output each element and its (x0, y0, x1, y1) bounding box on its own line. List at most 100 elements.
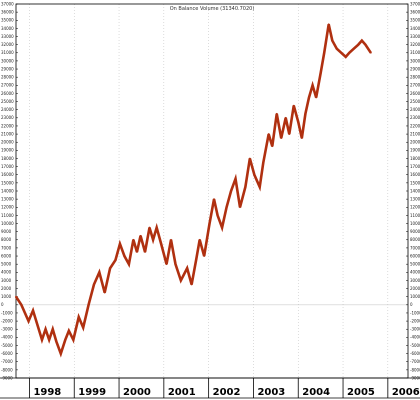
y-tick-label-left: 13000 (1, 197, 14, 202)
obv-data-point (304, 112, 307, 115)
obv-data-point (348, 51, 351, 54)
year-label: 2002 (213, 387, 241, 398)
y-tick-label-right: 21000 (410, 131, 420, 136)
y-tick-label-left: 9000 (1, 229, 12, 234)
year-label: 2003 (257, 387, 285, 398)
obv-data-point (308, 96, 310, 99)
y-tick-label-right: 15000 (410, 180, 420, 185)
y-tick-label-left: 17000 (1, 164, 14, 169)
obv-data-point (32, 309, 34, 312)
obv-data-point (221, 226, 223, 229)
obv-data-point (311, 84, 314, 87)
y-tick-label-left: -3000 (1, 327, 13, 332)
obv-data-point (51, 328, 54, 331)
y-tick-label-right: -8000 (410, 367, 420, 372)
y-tick-label-right: -1000 (410, 310, 420, 315)
y-tick-label-right: 29000 (410, 66, 420, 71)
obv-data-point (297, 120, 300, 123)
obv-data-point (109, 267, 111, 270)
year-label: 2004 (302, 387, 330, 398)
y-tick-label-right: 34000 (410, 26, 420, 31)
y-tick-label-left: 27000 (1, 83, 14, 88)
obv-data-point (364, 43, 367, 46)
obv-data-point (67, 329, 70, 332)
y-tick-label-right: 24000 (410, 107, 420, 112)
y-tick-label-left: 12000 (1, 205, 14, 210)
y-tick-label-right: 33000 (410, 34, 420, 39)
obv-data-point (127, 263, 130, 266)
obv-data-point (93, 283, 95, 286)
y-tick-label-left: 20000 (1, 140, 14, 145)
obv-data-point (234, 177, 237, 180)
y-tick-label-left: 6000 (1, 253, 12, 258)
obv-data-point (225, 206, 228, 209)
y-tick-label-right: 19000 (410, 148, 420, 153)
y-tick-label-left: -1000 (1, 310, 13, 315)
obv-data-point (352, 47, 355, 50)
obv-data-point (132, 238, 135, 241)
y-tick-label-left: 30000 (1, 58, 14, 63)
y-tick-label-right: 13000 (410, 197, 420, 202)
obv-data-point (59, 352, 62, 355)
y-tick-label-right: 7000 (410, 245, 420, 250)
obv-data-point (186, 267, 189, 270)
obv-data-point (203, 255, 206, 257)
obv-data-point (20, 303, 23, 306)
y-tick-label-left: 36000 (1, 10, 14, 15)
y-tick-label-left: 32000 (1, 42, 14, 47)
obv-data-point (284, 116, 287, 119)
y-tick-label-left: 23000 (1, 115, 14, 120)
obv-data-point (239, 206, 241, 209)
y-tick-label-left: 34000 (1, 26, 14, 31)
y-tick-label-right: 27000 (410, 83, 420, 88)
obv-data-point (98, 271, 101, 274)
y-tick-label-left: 31000 (1, 50, 14, 55)
y-tick-label-right: 0 (410, 302, 413, 307)
y-tick-label-right: 17000 (410, 164, 420, 169)
obv-data-point (213, 198, 215, 201)
y-tick-label-right: 23000 (410, 115, 420, 120)
y-tick-label-right: 22000 (410, 123, 420, 128)
y-tick-label-left: 11000 (1, 213, 14, 218)
obv-data-point (195, 259, 197, 262)
obv-data-point (319, 72, 322, 75)
y-tick-label-left: 16000 (1, 172, 14, 177)
obv-data-point (280, 137, 283, 140)
grid-layer (16, 4, 408, 378)
y-tick-label-right: 1000 (410, 294, 420, 299)
obv-data-point (174, 263, 177, 266)
y-tick-label-right: 10000 (410, 221, 420, 226)
y-tick-label-right: 11000 (410, 213, 420, 218)
y-tick-label-right: 8000 (410, 237, 420, 242)
y-tick-label-left: 0 (1, 302, 4, 307)
year-label: 2001 (168, 387, 196, 398)
y-tick-label-right: 26000 (410, 91, 420, 96)
y-tick-label-left: 4000 (1, 270, 12, 275)
obv-data-point (148, 226, 151, 229)
y-tick-label-right: 30000 (410, 58, 420, 63)
y-tick-label-right: -2000 (410, 318, 420, 323)
y-tick-label-left: 25000 (1, 99, 14, 104)
y-tick-label-right: 4000 (410, 270, 420, 275)
y-tick-label-right: -4000 (410, 335, 420, 340)
year-axis: 1998 1999 2000 2001 2002 2003 2004 2005 2006 (29, 378, 420, 398)
obv-data-point (155, 226, 158, 229)
obv-data-point (262, 161, 265, 164)
y-tick-label-right: -7000 (410, 359, 420, 364)
obv-data-point (119, 242, 121, 245)
obv-data-point (216, 214, 219, 217)
obv-data-point (327, 23, 330, 26)
obv-data-point (198, 238, 201, 241)
y-tick-label-left: 35000 (1, 18, 14, 23)
y-tick-label-right: 16000 (410, 172, 420, 177)
obv-data-point (258, 186, 261, 188)
obv-data-point (123, 255, 126, 257)
y-tick-label-left: 26000 (1, 91, 14, 96)
y-tick-label-left: 14000 (1, 188, 14, 193)
obv-data-point (15, 295, 17, 298)
obv-data-point (369, 51, 372, 54)
obv-data-point (335, 47, 338, 50)
obv-data-point (44, 328, 47, 331)
obv-data-point (360, 39, 363, 42)
